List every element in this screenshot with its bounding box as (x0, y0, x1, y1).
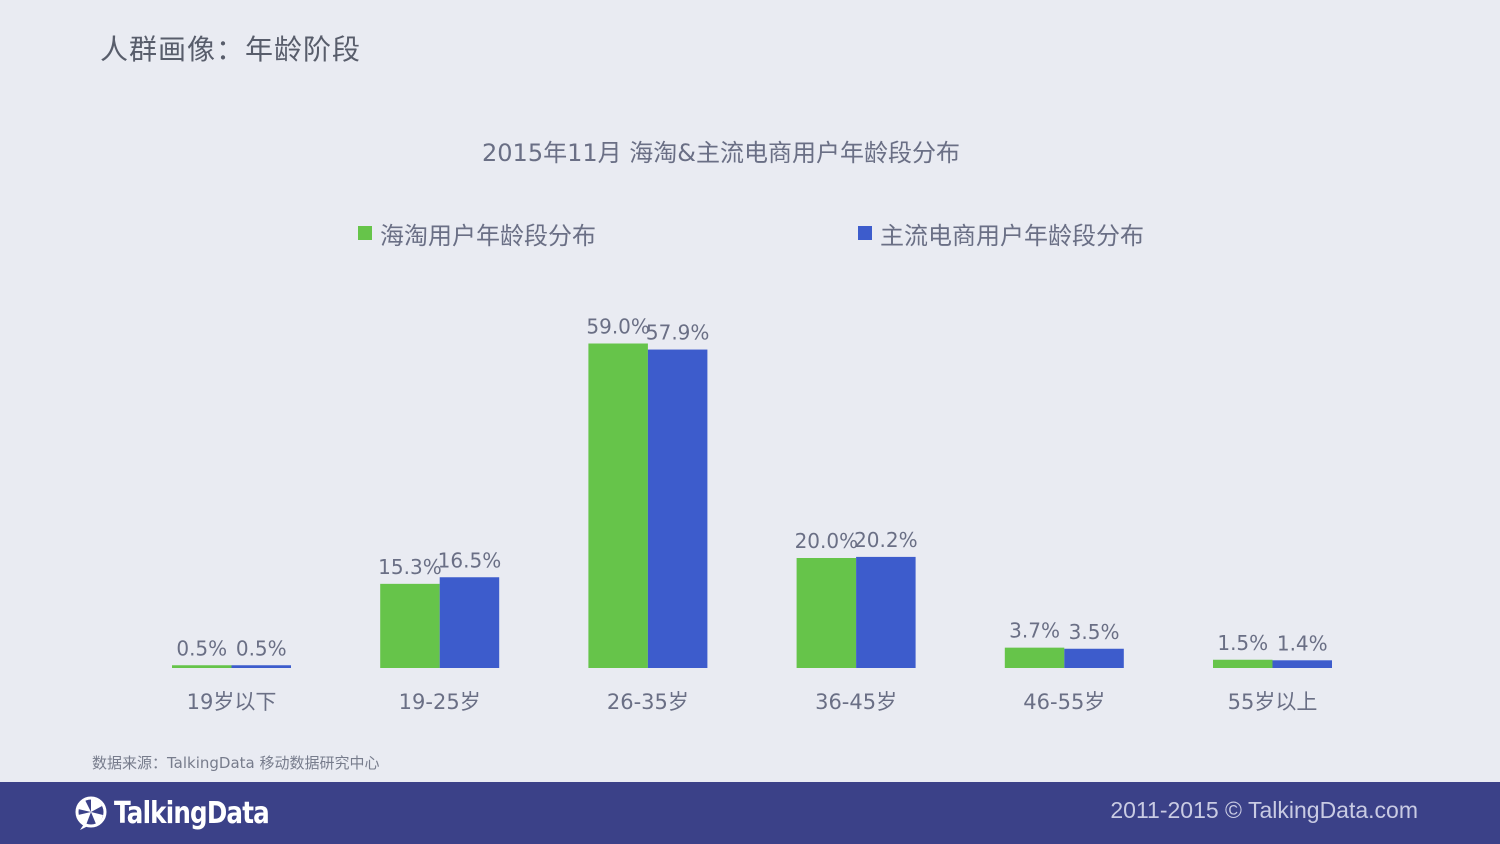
data-label-1-1: 15.3% (378, 555, 442, 579)
x-tick-label-3: 36-45岁 (815, 690, 897, 714)
x-tick-label-1: 19-25岁 (399, 690, 481, 714)
data-label-2-4: 3.5% (1069, 620, 1120, 644)
legend-item-series-2: 主流电商用户年龄段分布 (858, 217, 1144, 250)
bar-2-4 (1064, 648, 1124, 668)
page-title: 人群画像：年龄阶段 (100, 33, 362, 66)
logo-pinwheel-icon (75, 796, 107, 830)
chart-title: 2015年11月 海淘&主流电商用户年龄段分布 (482, 139, 960, 167)
footer-copyright: 2011-2015 © TalkingData.com (1110, 797, 1418, 823)
bar-2-2 (647, 349, 708, 668)
data-source-note: 数据来源：TalkingData 移动数据研究中心 (92, 754, 380, 772)
x-tick-label-4: 46-55岁 (1023, 690, 1105, 714)
x-tick-label-0: 19岁以下 (187, 690, 277, 714)
data-label-2-3: 20.2% (854, 528, 918, 552)
legend-item-series-1: 海淘用户年龄段分布 (358, 217, 596, 250)
bar-2-5 (1272, 660, 1332, 668)
data-label-1-2: 59.0% (586, 315, 650, 339)
legend-label-series-1: 海淘用户年龄段分布 (380, 221, 596, 250)
legend-swatch-series-1 (358, 226, 372, 240)
bar-1-0 (172, 665, 232, 668)
data-label-2-1: 16.5% (438, 548, 502, 572)
bar-1-2 (588, 343, 648, 668)
data-label-1-3: 20.0% (795, 529, 859, 553)
footer-bar: TalkingData 2011-2015 © TalkingData.com (0, 782, 1500, 844)
x-tick-label-5: 55岁以上 (1228, 690, 1318, 714)
bar-chart: 0.5% 0.5% 19岁以下 15.3%16.5% 19-25岁 59.0%57.9% 2… (172, 315, 1332, 714)
data-label-1-5: 1.5% (1217, 631, 1268, 655)
bar-2-1 (439, 577, 500, 668)
data-label-2-2: 57.9% (646, 321, 710, 345)
x-tick-label-2: 26-35岁 (607, 690, 689, 714)
bar-2-0 (231, 665, 291, 668)
legend-label-series-2: 主流电商用户年龄段分布 (880, 221, 1144, 250)
bar-1-1 (380, 583, 440, 668)
logo-text: TalkingData (114, 795, 270, 831)
bar-1-4 (1004, 647, 1065, 668)
bar-2-3 (856, 556, 916, 668)
data-label-2-5: 1.4% (1277, 631, 1328, 655)
legend-swatch-series-2 (858, 226, 872, 240)
bar-1-3 (796, 558, 857, 668)
data-label-1-4: 3.7% (1009, 619, 1060, 643)
bar-1-5 (1213, 659, 1273, 668)
talkingdata-logo: TalkingData (74, 795, 303, 831)
data-label-2-0: 0.5% (236, 636, 287, 660)
data-label-1-0: 0.5% (176, 636, 227, 660)
